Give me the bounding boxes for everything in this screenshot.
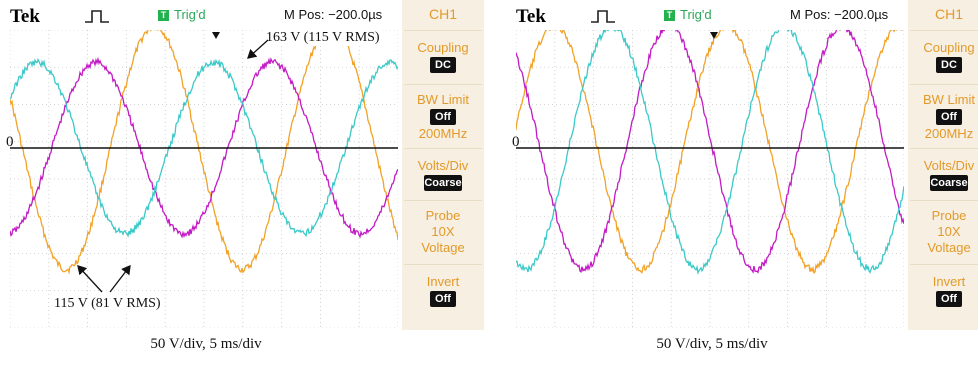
low-annotation: 115 V (81 V RMS) [52,296,163,312]
waveform-display [515,22,905,329]
waveform-cyan [9,57,399,238]
trigger-status: Trig'd [680,7,712,22]
probe-type: Voltage [927,240,971,255]
zero-marker: 0 [512,134,520,150]
coupling-label: Coupling [923,40,975,55]
menu-divider [910,30,978,31]
trigger-icon: T [158,10,169,21]
volts-div-button[interactable]: Coarse [930,175,968,191]
grid [515,29,905,329]
menu-divider [910,264,978,265]
status-bar: Tek T Trig'd M Pos: −200.0µs [6,0,406,30]
coupling-label: Coupling [417,40,469,55]
trigger-status: Trig'd [174,7,206,22]
trigger-marker [710,32,718,39]
menu-divider [910,84,978,85]
status-bar: Tek T Trig'd M Pos: −200.0µs [512,0,912,30]
menu-divider [404,84,482,85]
waveform-area [9,21,399,329]
probe-label[interactable]: Probe [931,208,967,223]
invert-button[interactable]: Off [936,291,962,307]
pulse-icon [85,10,109,23]
volts-div-button[interactable]: Coarse [424,175,462,191]
menu-divider [404,264,482,265]
scale-caption: 50 V/div, 5 ms/div [656,336,768,352]
volts-div-label: Volts/Div [417,158,469,173]
invert-label: Invert [932,274,966,289]
menu-divider [910,200,978,201]
waveform-orange [515,22,905,274]
menu-divider [910,148,978,149]
bw-limit-button[interactable]: Off [430,109,456,125]
horizontal-position: M Pos: −200.0µs [284,7,383,22]
bw-limit-sub: 200MHz [418,126,468,141]
menu-divider [404,30,482,31]
coupling-button[interactable]: DC [430,57,456,73]
probe-type: Voltage [421,240,465,255]
horizontal-position: M Pos: −200.0µs [790,7,889,22]
peak-annotation: 163 V (115 V RMS) [264,30,382,46]
waveform-display [9,21,399,329]
trigger-icon: T [664,10,675,21]
scale-caption: 50 V/div, 5 ms/div [150,336,262,352]
volts-div-label: Volts/Div [923,158,975,173]
scope-panel-right: Tek T Trig'd M Pos: −200.0µs 0 CH1 Coupl… [512,0,978,366]
pulse-icon [591,10,615,23]
brand-label: Tek [10,6,40,27]
waveform-cyan [516,22,905,275]
invert-label: Invert [426,274,460,289]
menu-divider [404,148,482,149]
channel-menu: CH1 Coupling DC BW Limit Off 200MHz Volt… [908,0,978,330]
invert-button[interactable]: Off [430,291,456,307]
scope-panel-left: Tek T Trig'd M Pos: −200.0µs 0 163 V (11… [6,0,486,366]
probe-setting: 10X [431,224,455,239]
menu-divider [404,200,482,201]
bw-limit-button[interactable]: Off [936,109,962,125]
channel-label: CH1 [428,6,457,22]
bw-limit-sub: 200MHz [924,126,974,141]
channel-menu: CH1 Coupling DC BW Limit Off 200MHz Volt… [402,0,484,330]
probe-setting: 10X [937,224,961,239]
channel-label: CH1 [934,6,963,22]
brand-label: Tek [516,6,546,27]
annotation-arrows [77,32,269,293]
waveform-area [515,22,905,329]
probe-label[interactable]: Probe [425,208,461,223]
bw-limit-label: BW Limit [417,92,469,107]
zero-marker: 0 [6,134,14,150]
bw-limit-label: BW Limit [923,92,975,107]
waveform-magenta [9,56,399,239]
coupling-button[interactable]: DC [936,57,962,73]
